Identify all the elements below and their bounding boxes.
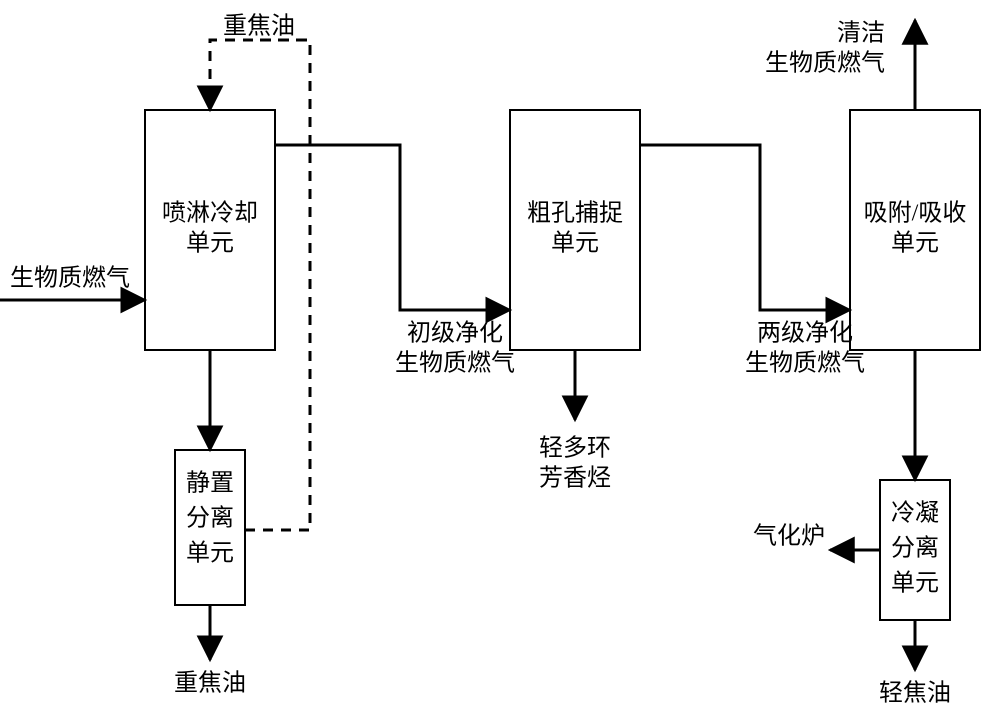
settle-label-1: 静置 (186, 470, 234, 497)
label-clean-gas-2: 生物质燃气 (765, 50, 885, 77)
node-cond-sep: 冷凝 分离 单元 (880, 480, 950, 620)
label-light-pah-1: 轻多环 (539, 435, 611, 462)
adsorb-label-1: 吸附/吸收 (864, 200, 967, 227)
settle-label-2: 分离 (186, 505, 234, 532)
settle-label-3: 单元 (186, 540, 234, 567)
node-spray-cool: 喷淋冷却 单元 (145, 110, 275, 350)
flowchart-canvas: 喷淋冷却 单元 静置 分离 单元 粗孔捕捉 单元 吸附/吸收 单元 冷凝 分离 … (0, 0, 1000, 715)
coarse-label-1: 粗孔捕捉 (527, 200, 623, 227)
label-clean-gas-1: 清洁 (837, 20, 885, 47)
label-light-pah-2: 芳香烃 (539, 465, 611, 492)
spray-cool-label-1: 喷淋冷却 (162, 200, 258, 227)
cond-label-1: 冷凝 (891, 500, 939, 527)
label-heavy-tar-bottom: 重焦油 (174, 670, 246, 697)
node-coarse-pore: 粗孔捕捉 单元 (510, 110, 640, 350)
label-light-tar: 轻焦油 (879, 680, 951, 707)
label-gasifier: 气化炉 (753, 523, 825, 550)
cond-label-2: 分离 (891, 535, 939, 562)
label-secondary-clean-2: 生物质燃气 (745, 350, 865, 377)
node-adsorb: 吸附/吸收 单元 (850, 110, 980, 350)
label-secondary-clean-1: 两级净化 (757, 320, 853, 347)
coarse-label-2: 单元 (551, 230, 599, 257)
node-settle-sep: 静置 分离 单元 (175, 450, 245, 605)
edge-coarse-to-adsorb (640, 145, 850, 310)
label-primary-clean-1: 初级净化 (407, 320, 503, 347)
cond-label-3: 单元 (891, 570, 939, 597)
spray-cool-label-2: 单元 (186, 230, 234, 257)
label-input-gas: 生物质燃气 (10, 265, 130, 292)
label-primary-clean-2: 生物质燃气 (395, 350, 515, 377)
label-heavy-tar-top: 重焦油 (223, 13, 295, 40)
adsorb-label-2: 单元 (891, 230, 939, 257)
